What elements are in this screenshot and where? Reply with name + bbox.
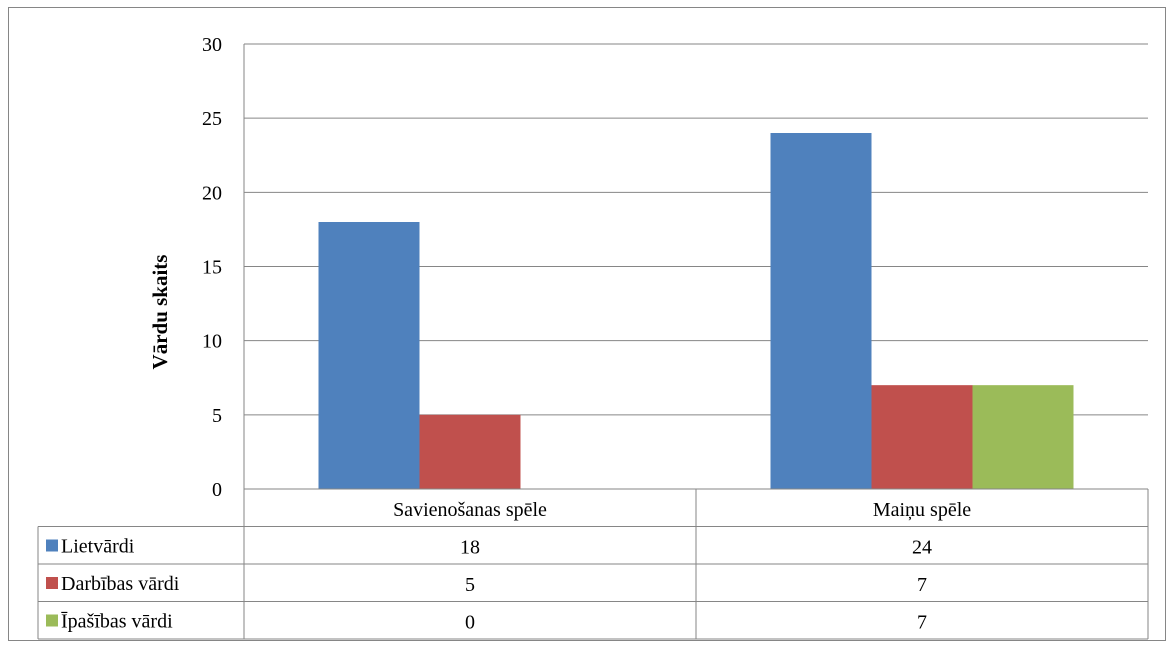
data-table: Savienošanas spēle Maiņu spēle Lietvārdi 18…: [37, 488, 1149, 640]
table-value: 7: [917, 612, 927, 634]
table-value: 7: [917, 574, 927, 596]
y-tick-label: 20: [202, 182, 222, 204]
category-label: Savienošanas spēle: [393, 499, 547, 521]
y-tick-label: 0: [212, 479, 222, 501]
table-value: 5: [465, 574, 475, 596]
table-value: 18: [460, 537, 480, 559]
table-value: 0: [465, 612, 475, 634]
y-tick-label: 10: [202, 331, 222, 353]
y-tick-label: 25: [202, 108, 222, 130]
bar: [972, 385, 1074, 489]
y-axis-label: Vārdu skaits: [148, 255, 172, 370]
bar: [419, 414, 521, 489]
legend-key: [46, 539, 58, 552]
chart-frame: [8, 7, 1166, 641]
bars: [318, 133, 1074, 489]
table-value: 24: [912, 537, 932, 559]
bar: [318, 222, 420, 489]
y-tick-label: 30: [202, 34, 222, 56]
y-tick-label: 15: [202, 257, 222, 279]
legend-key: [46, 577, 58, 589]
legend-label: Lietvārdi: [61, 536, 135, 558]
legend-label: Darbības vārdi: [61, 573, 180, 595]
bar: [770, 133, 872, 489]
category-label: Maiņu spēle: [873, 499, 971, 521]
y-tick-labels: 0 5 10 15 20 25 30: [202, 34, 222, 501]
y-tick-label: 5: [212, 405, 222, 427]
legend-key: [46, 614, 58, 627]
legend-label: Īpašības vārdi: [61, 611, 173, 633]
bar: [871, 385, 973, 489]
